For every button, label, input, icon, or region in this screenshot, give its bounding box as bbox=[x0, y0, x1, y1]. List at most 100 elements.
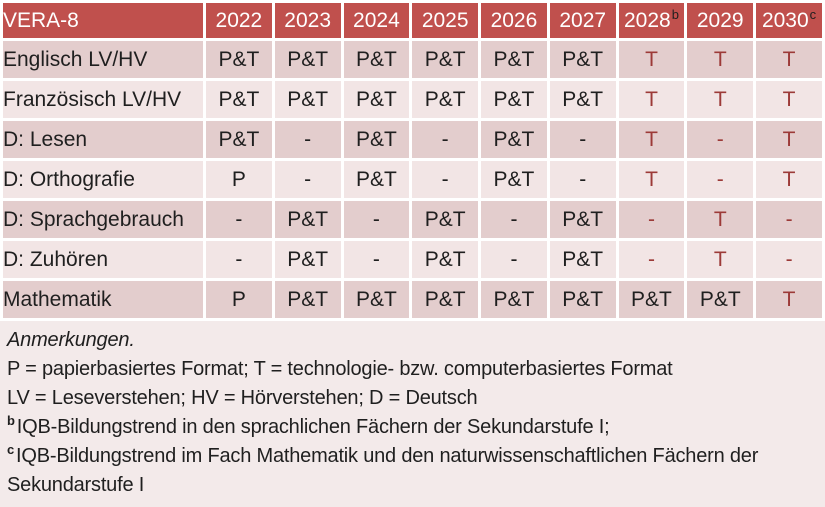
format-cell: - bbox=[618, 201, 685, 238]
year-header-2027: 2027 bbox=[549, 3, 616, 38]
format-cell: - bbox=[343, 201, 410, 238]
format-cell: P&T bbox=[412, 281, 479, 318]
format-cell: P&T bbox=[481, 161, 547, 198]
format-cell: T bbox=[687, 201, 754, 238]
format-cell: T bbox=[687, 241, 754, 278]
format-cell: - bbox=[206, 241, 272, 278]
row-label: D: Lesen bbox=[3, 121, 203, 158]
format-cell: - bbox=[549, 121, 616, 158]
format-cell: - bbox=[549, 161, 616, 198]
footnote-b: b IQB-Bildungstrend in den sprachlichen F… bbox=[7, 413, 815, 442]
format-cell: P&T bbox=[549, 201, 616, 238]
format-cell: P&T bbox=[274, 81, 341, 118]
format-cell: - bbox=[756, 241, 822, 278]
format-cell: T bbox=[756, 81, 822, 118]
format-cell: P&T bbox=[481, 41, 547, 78]
format-cell: P&T bbox=[343, 121, 410, 158]
year-header-2023: 2023 bbox=[274, 3, 341, 38]
format-cell: P&T bbox=[206, 81, 272, 118]
table-row: D: Zuhören - P&T - P&T - P&T - T - bbox=[3, 241, 822, 278]
format-cell: T bbox=[687, 81, 754, 118]
notes-title: Anmerkungen. bbox=[7, 329, 135, 351]
table-row: D: Lesen P&T - P&T - P&T - T - T bbox=[3, 121, 822, 158]
year-header-2024: 2024 bbox=[343, 3, 410, 38]
row-label: Englisch LV/HV bbox=[3, 41, 203, 78]
format-cell: T bbox=[618, 41, 685, 78]
note-format-legend: P = papierbasiertes Format; T = technolo… bbox=[7, 358, 673, 380]
format-cell: T bbox=[756, 41, 822, 78]
format-cell: - bbox=[756, 201, 822, 238]
format-cell: P&T bbox=[274, 201, 341, 238]
row-label: Französisch LV/HV bbox=[3, 81, 203, 118]
format-cell: P&T bbox=[206, 41, 272, 78]
table-title: VERA-8 bbox=[3, 3, 203, 38]
table-row: Mathematik P P&T P&T P&T P&T P&T P&T P&T T bbox=[3, 281, 822, 318]
year-header-2028: 2028b bbox=[618, 3, 685, 38]
year-header-2029: 2029 bbox=[687, 3, 754, 38]
format-cell: T bbox=[756, 161, 822, 198]
footnote-b-text: IQB-Bildungstrend in den sprachlichen Fä… bbox=[16, 416, 610, 438]
format-cell: P&T bbox=[206, 121, 272, 158]
format-cell: - bbox=[274, 161, 341, 198]
year-header-2022: 2022 bbox=[206, 3, 272, 38]
header-row: VERA-8 2022 2023 2024 2025 2026 2027 2028b 2029… bbox=[3, 3, 822, 38]
format-cell: - bbox=[412, 121, 479, 158]
format-cell: P&T bbox=[412, 81, 479, 118]
format-cell: P&T bbox=[274, 41, 341, 78]
year-superscript: c bbox=[809, 6, 817, 22]
footnote-b-marker: b bbox=[7, 413, 15, 429]
format-cell: P&T bbox=[618, 281, 685, 318]
notes-section: Anmerkungen. P = papierbasiertes Format;… bbox=[0, 321, 825, 507]
format-cell: P&T bbox=[343, 81, 410, 118]
format-cell: T bbox=[618, 161, 685, 198]
format-cell: P&T bbox=[481, 281, 547, 318]
format-cell: - bbox=[481, 241, 547, 278]
format-cell: - bbox=[687, 121, 754, 158]
format-cell: P bbox=[206, 281, 272, 318]
format-cell: P&T bbox=[412, 241, 479, 278]
format-cell: P&T bbox=[549, 281, 616, 318]
format-cell: P&T bbox=[343, 281, 410, 318]
year-header-2026: 2026 bbox=[481, 3, 547, 38]
format-cell: P&T bbox=[481, 81, 547, 118]
footnote-c: c IQB-Bildungstrend im Fach Mathematik un… bbox=[7, 442, 815, 500]
format-cell: P&T bbox=[481, 121, 547, 158]
format-cell: P&T bbox=[343, 161, 410, 198]
row-label: Mathematik bbox=[3, 281, 203, 318]
year-header-2030: 2030c bbox=[756, 3, 822, 38]
footnote-c-text: IQB-Bildungstrend im Fach Mathematik und… bbox=[7, 445, 759, 496]
table-row: Englisch LV/HV P&T P&T P&T P&T P&T P&T T T T bbox=[3, 41, 822, 78]
format-cell: P&T bbox=[687, 281, 754, 318]
row-label: D: Orthografie bbox=[3, 161, 203, 198]
format-cell: T bbox=[756, 281, 822, 318]
format-cell: P&T bbox=[549, 41, 616, 78]
format-cell: P&T bbox=[343, 41, 410, 78]
format-cell: - bbox=[206, 201, 272, 238]
format-cell: P&T bbox=[412, 41, 479, 78]
row-label: D: Zuhören bbox=[3, 241, 203, 278]
format-cell: - bbox=[481, 201, 547, 238]
note-abbreviation-legend: LV = Leseverstehen; HV = Hörverstehen; D… bbox=[7, 387, 478, 409]
format-cell: - bbox=[618, 241, 685, 278]
format-cell: P&T bbox=[549, 81, 616, 118]
format-cell: T bbox=[687, 41, 754, 78]
format-cell: P&T bbox=[412, 201, 479, 238]
format-cell: T bbox=[618, 81, 685, 118]
footnote-c-marker: c bbox=[7, 442, 15, 458]
table-body: Englisch LV/HV P&T P&T P&T P&T P&T P&T T T T Franz… bbox=[3, 41, 822, 318]
table-row: D: Sprachgebrauch - P&T - P&T - P&T - T - bbox=[3, 201, 822, 238]
format-cell: P&T bbox=[274, 241, 341, 278]
format-cell: - bbox=[343, 241, 410, 278]
vera8-schedule-table: VERA-8 2022 2023 2024 2025 2026 2027 2028b 2029… bbox=[3, 3, 822, 318]
table-row: D: Orthografie P - P&T - P&T - T - T bbox=[3, 161, 822, 198]
format-cell: P&T bbox=[274, 281, 341, 318]
format-cell: P&T bbox=[549, 241, 616, 278]
table-row: Französisch LV/HV P&T P&T P&T P&T P&T P&T T T T bbox=[3, 81, 822, 118]
format-cell: P bbox=[206, 161, 272, 198]
format-cell: - bbox=[412, 161, 479, 198]
format-cell: - bbox=[687, 161, 754, 198]
format-cell: T bbox=[756, 121, 822, 158]
year-header-2025: 2025 bbox=[412, 3, 479, 38]
row-label: D: Sprachgebrauch bbox=[3, 201, 203, 238]
